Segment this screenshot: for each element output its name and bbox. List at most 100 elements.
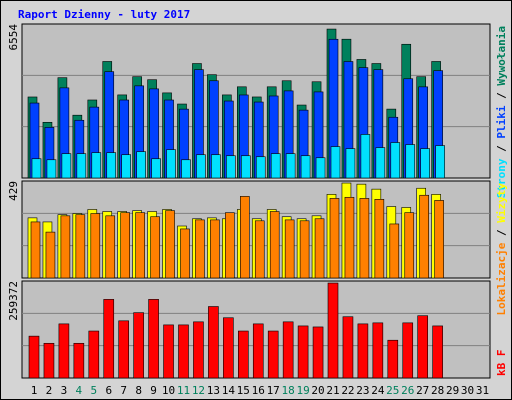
bar xyxy=(46,159,57,179)
bar xyxy=(312,326,324,379)
bar xyxy=(330,146,341,179)
y-tick-label: 259372 xyxy=(7,281,20,321)
bar xyxy=(432,325,443,379)
bar xyxy=(419,194,430,279)
bar xyxy=(88,330,100,379)
bar xyxy=(91,152,102,179)
legend-entry: Pliki xyxy=(495,105,508,138)
bar xyxy=(223,317,234,379)
legend: kB F xyxy=(495,350,508,377)
bar xyxy=(372,322,384,379)
bar xyxy=(329,198,340,279)
legend-entry: Wywołania xyxy=(495,26,508,86)
x-tick-label: 7 xyxy=(120,384,127,397)
x-tick-label: 26 xyxy=(401,384,414,397)
bar xyxy=(375,147,386,179)
bar xyxy=(90,213,101,279)
x-tick-label: 9 xyxy=(150,384,157,397)
bar xyxy=(241,155,251,179)
bar xyxy=(390,142,401,179)
bar xyxy=(240,196,250,279)
bar xyxy=(210,219,220,279)
legend-entry: kB F xyxy=(495,350,508,377)
bar xyxy=(314,218,325,279)
x-tick-label: 14 xyxy=(222,384,236,397)
bar xyxy=(357,323,369,379)
bar xyxy=(73,342,85,379)
bar xyxy=(76,153,87,179)
y-tick-label: 429 xyxy=(7,181,20,201)
x-tick-label: 29 xyxy=(446,384,459,397)
bar xyxy=(120,212,130,279)
bar xyxy=(181,159,191,179)
x-tick-label: 31 xyxy=(476,384,489,397)
bar xyxy=(285,153,296,179)
x-tick-label: 12 xyxy=(192,384,205,397)
bar xyxy=(344,196,355,279)
bar xyxy=(345,148,356,179)
x-tick-label: 10 xyxy=(162,384,175,397)
bar xyxy=(284,219,295,279)
legend-separator: / xyxy=(495,223,508,243)
bar xyxy=(297,325,309,379)
bar xyxy=(374,199,385,279)
bar xyxy=(180,228,190,279)
bar xyxy=(30,221,41,279)
bar xyxy=(45,231,56,279)
bar xyxy=(165,210,175,279)
bar xyxy=(225,212,235,279)
bar xyxy=(105,215,116,279)
x-tick-label: 22 xyxy=(341,384,354,397)
bar xyxy=(106,152,117,179)
bar xyxy=(211,154,221,179)
bar xyxy=(300,155,311,179)
bar xyxy=(342,316,354,379)
bar xyxy=(150,216,160,279)
bar xyxy=(315,157,326,179)
x-tick-label: 24 xyxy=(371,384,385,397)
bar xyxy=(299,220,310,279)
bar xyxy=(252,323,264,379)
legend: Strony / Pliki / Wywołania xyxy=(495,26,508,198)
legend-separator: / xyxy=(495,86,508,106)
x-tick-label: 5 xyxy=(90,384,97,397)
bar xyxy=(151,158,161,179)
bar xyxy=(405,144,416,179)
x-tick-label: 28 xyxy=(431,384,444,397)
x-tick-label: 15 xyxy=(237,384,250,397)
bar xyxy=(434,200,444,279)
x-tick-label: 19 xyxy=(296,384,309,397)
bar xyxy=(267,330,279,379)
bar xyxy=(148,299,159,379)
bar xyxy=(420,148,431,179)
bar xyxy=(196,154,206,179)
x-tick-label: 20 xyxy=(311,384,324,397)
x-tick-label: 23 xyxy=(356,384,369,397)
bar xyxy=(28,335,40,379)
bar xyxy=(255,156,266,179)
x-tick-label: 13 xyxy=(207,384,220,397)
x-tick-label: 3 xyxy=(61,384,68,397)
legend-entry: Wizyty xyxy=(495,183,508,223)
bar xyxy=(60,215,71,279)
bar xyxy=(387,339,399,379)
bar xyxy=(163,324,174,379)
x-tick-label: 8 xyxy=(135,384,142,397)
bar xyxy=(359,198,370,279)
bar xyxy=(58,323,70,379)
bar xyxy=(133,312,144,379)
bar xyxy=(61,153,72,179)
x-tick-label: 25 xyxy=(386,384,399,397)
bar xyxy=(226,155,236,179)
bar xyxy=(435,145,445,179)
x-tick-label: 27 xyxy=(416,384,429,397)
bar xyxy=(121,154,131,179)
legend-entry: Strony xyxy=(495,158,508,198)
bar xyxy=(269,211,280,279)
x-tick-label: 11 xyxy=(177,384,190,397)
chart-title: Raport Dzienny - luty 2017 xyxy=(18,8,190,21)
bar xyxy=(389,223,400,279)
bar xyxy=(417,315,429,379)
bar xyxy=(254,220,265,279)
